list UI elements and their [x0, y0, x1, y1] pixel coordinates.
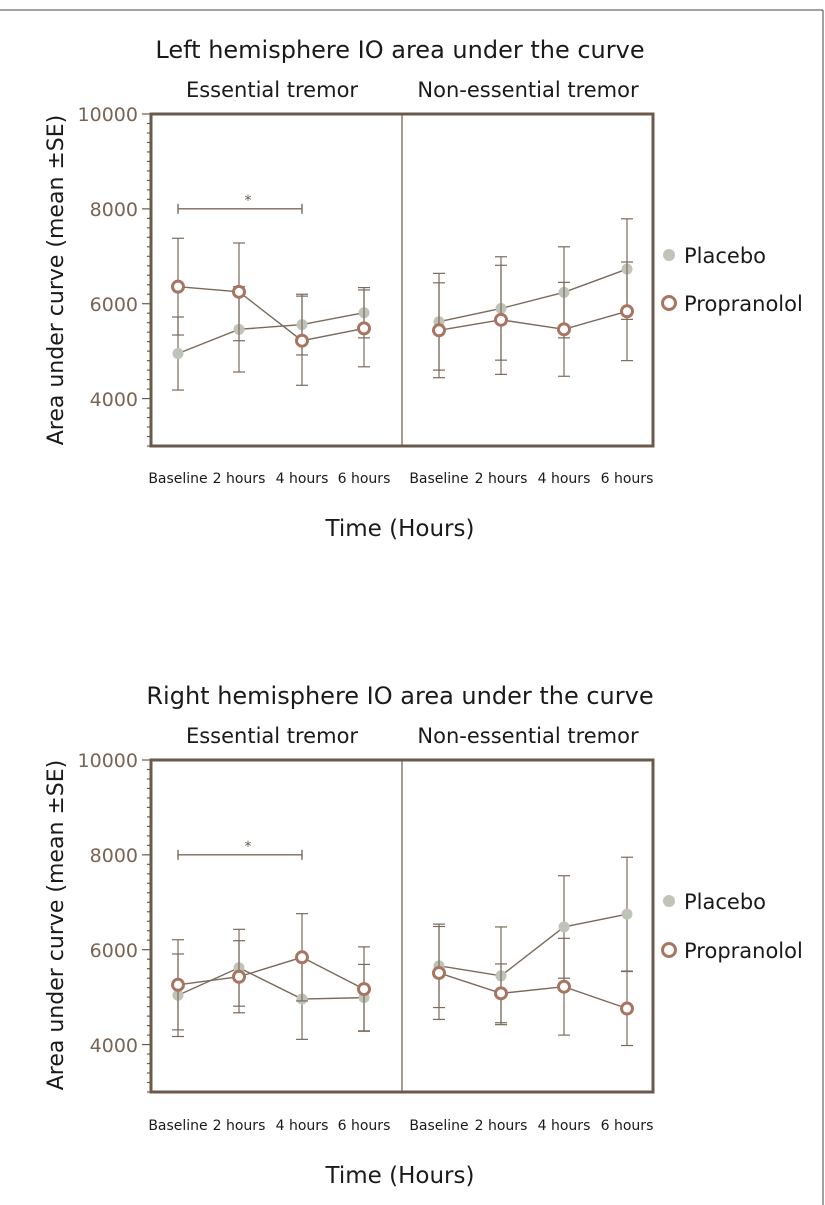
x-tick-label-baseline: Baseline — [148, 471, 207, 487]
y-axis-minor-ticks — [142, 113, 151, 447]
x-tick-label-2-hours: 2 hours — [213, 1118, 266, 1134]
data-point-propranolol — [232, 284, 246, 299]
x-tick-label-4-hours: 4 hours — [276, 1118, 329, 1134]
x-tick-label-baseline: Baseline — [409, 471, 468, 487]
series-propranolol-panel-0 — [171, 237, 371, 386]
x-tick-label-6-hours: 6 hours — [601, 471, 654, 487]
series-line-placebo — [438, 268, 628, 323]
series-line-placebo — [177, 966, 365, 1000]
y-tick-label: 4000 — [90, 389, 138, 411]
data-point-propranolol — [357, 982, 371, 997]
legend-propranolol-label: Propranolol — [684, 939, 803, 963]
x-tick-label-2-hours: 2 hours — [213, 471, 266, 487]
legend-propranolol-marker — [661, 295, 677, 311]
series-placebo-panel-0 — [172, 286, 370, 391]
y-tick-label: 10000 — [78, 750, 138, 772]
y-axis-ticks: 4000 6000 8000 10000 — [78, 750, 138, 1057]
panel-label-essential-tremor: Essential tremor — [186, 724, 358, 748]
x-tick-label-6-hours: 6 hours — [601, 1118, 654, 1134]
legend-placebo-label: Placebo — [684, 244, 766, 268]
series-line-propranolol — [177, 956, 365, 990]
data-point-propranolol — [620, 1001, 634, 1016]
y-tick-label: 10000 — [78, 104, 138, 126]
data-point-propranolol — [494, 986, 508, 1001]
x-tick-label-6-hours: 6 hours — [338, 471, 391, 487]
data-point-placebo — [172, 348, 184, 360]
series-line-placebo — [177, 312, 365, 355]
chart-title: Left hemisphere IO area under the curve — [155, 36, 644, 64]
data-point-propranolol — [494, 312, 508, 327]
data-point-propranolol — [620, 304, 634, 319]
panel-label-non-essential-tremor: Non-essential tremor — [417, 78, 639, 102]
data-point-propranolol — [232, 969, 246, 984]
data-point-propranolol — [171, 977, 185, 992]
data-point-propranolol — [557, 322, 571, 337]
data-marks — [142, 113, 634, 447]
chart-left-hemisphere: Left hemisphere IO area under the curve … — [44, 36, 803, 542]
legend-placebo-marker — [663, 895, 675, 907]
legend-propranolol-label: Propranolol — [684, 292, 803, 316]
legend: Placebo Propranolol — [661, 890, 803, 963]
series-placebo-panel-0 — [172, 928, 370, 1040]
legend-placebo-label: Placebo — [684, 890, 766, 914]
significance-asterisk: * — [245, 839, 252, 855]
series-propranolol-panel-1 — [432, 261, 634, 379]
panel-label-essential-tremor: Essential tremor — [186, 78, 358, 102]
x-tick-label-4-hours: 4 hours — [538, 471, 591, 487]
x-axis-ticks: Baseline 2 hours 4 hours 6 hours Baselin… — [148, 1118, 653, 1134]
panel-label-non-essential-tremor: Non-essential tremor — [417, 724, 639, 748]
series-line-propranolol — [177, 285, 365, 342]
data-point-propranolol — [295, 950, 309, 965]
y-tick-label: 6000 — [90, 940, 138, 962]
series-line-propranolol — [438, 310, 628, 331]
series-placebo-panel-1 — [433, 218, 633, 371]
chart-title: Right hemisphere IO area under the curve — [146, 682, 653, 710]
y-axis-label: Area under curve (mean ±SE) — [44, 115, 69, 446]
y-axis-ticks: 4000 6000 8000 10000 — [78, 104, 138, 411]
series-propranolol-panel-0 — [171, 913, 371, 1032]
x-tick-label-4-hours: 4 hours — [276, 471, 329, 487]
series-propranolol-panel-1 — [432, 925, 634, 1047]
legend-propranolol-marker — [661, 942, 677, 958]
chart-right-hemisphere: Right hemisphere IO area under the curve… — [44, 682, 803, 1189]
x-axis-ticks: Baseline 2 hours 4 hours 6 hours Baselin… — [148, 471, 653, 487]
data-point-placebo — [558, 921, 570, 933]
x-axis-label: Time (Hours) — [325, 516, 475, 542]
series-line-propranolol — [438, 972, 628, 1010]
x-axis-label: Time (Hours) — [325, 1163, 475, 1189]
y-tick-label: 8000 — [90, 199, 138, 221]
y-tick-label: 6000 — [90, 294, 138, 316]
legend-placebo-marker — [663, 249, 675, 261]
x-tick-label-baseline: Baseline — [148, 1118, 207, 1134]
data-point-propranolol — [432, 965, 446, 980]
y-tick-label: 8000 — [90, 845, 138, 867]
data-point-propranolol — [432, 323, 446, 338]
x-tick-label-6-hours: 6 hours — [338, 1118, 391, 1134]
data-point-placebo — [621, 908, 633, 920]
x-tick-label-2-hours: 2 hours — [475, 1118, 528, 1134]
x-tick-label-4-hours: 4 hours — [538, 1118, 591, 1134]
y-axis-minor-ticks — [142, 759, 151, 1093]
y-axis-label: Area under curve (mean ±SE) — [44, 760, 69, 1091]
data-point-propranolol — [357, 321, 371, 336]
data-point-propranolol — [295, 333, 309, 348]
x-tick-label-2-hours: 2 hours — [475, 471, 528, 487]
x-tick-label-baseline: Baseline — [409, 1118, 468, 1134]
y-tick-label: 4000 — [90, 1035, 138, 1057]
significance-asterisk: * — [245, 193, 252, 209]
data-marks — [142, 759, 634, 1093]
data-point-propranolol — [171, 279, 185, 294]
series-line-placebo — [438, 913, 628, 977]
data-point-propranolol — [557, 979, 571, 994]
legend: Placebo Propranolol — [661, 244, 803, 316]
